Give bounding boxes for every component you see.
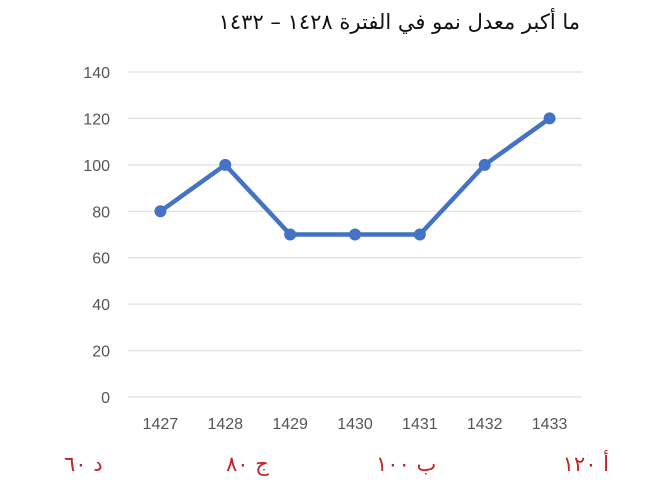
x-tick-label-1429: 1429 [272,416,308,433]
y-axis-tick-labels: 0 20 40 60 80 100 120 140 [83,65,110,407]
y-tick-label-80: 80 [92,204,110,221]
x-tick-label-1432: 1432 [467,416,503,433]
y-tick-label-20: 20 [92,344,110,361]
data-point-1433 [543,112,556,125]
x-tick-label-1431: 1431 [402,416,438,433]
option-b[interactable]: ب ١٠٠ [376,452,437,476]
x-tick-label-1430: 1430 [337,416,373,433]
data-point-1429 [284,228,297,241]
x-axis-tick-labels: 1427 1428 1429 1430 1431 1432 1433 [143,416,568,433]
x-tick-label-1433: 1433 [532,416,568,433]
option-d[interactable]: د ٦٠ [64,452,103,476]
y-tick-label-60: 60 [92,251,110,268]
x-tick-label-1427: 1427 [143,416,179,433]
series-line-group [158,116,552,237]
y-tick-label-40: 40 [92,297,110,314]
question-text: ما أكبر معدل نمو في الفترة ١٤٢٨ – ١٤٣٢ [218,10,580,34]
y-tick-label-120: 120 [83,111,110,128]
y-tick-label-0: 0 [101,390,110,407]
answer-options: أ ١٢٠ ب ١٠٠ ج ٨٠ د ٦٠ [0,452,661,492]
series-line-0 [158,116,552,237]
data-point-1428 [219,158,232,171]
data-point-1432 [478,158,491,171]
y-tick-label-100: 100 [83,158,110,175]
data-points [154,112,556,241]
option-c[interactable]: ج ٨٠ [226,452,269,476]
y-tick-label-140: 140 [83,65,110,82]
x-tick-label-1428: 1428 [207,416,243,433]
data-point-1427 [154,205,167,218]
grid-lines [128,71,582,398]
data-point-1431 [413,228,426,241]
data-point-1430 [349,228,361,241]
option-a[interactable]: أ ١٢٠ [562,452,609,476]
